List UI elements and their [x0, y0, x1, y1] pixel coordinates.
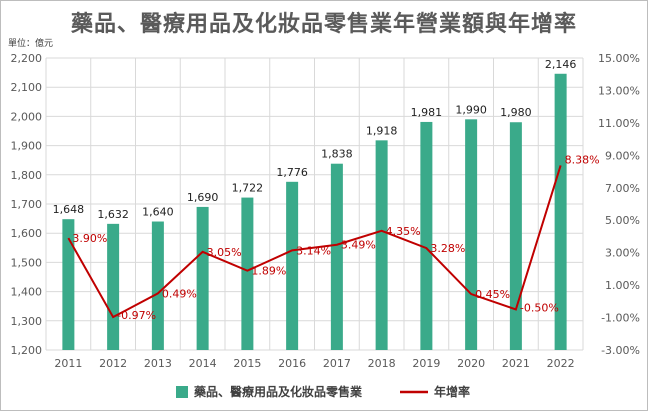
left-tick-label: 2,200 — [11, 52, 43, 65]
growth-line — [67, 165, 562, 319]
gridlines — [45, 57, 584, 351]
right-tick-label: 5.00% — [605, 214, 640, 227]
x-axis-ticks: 2011 2012 2013 2014 2015 2016 2017 2018 2019 2020… — [54, 357, 574, 370]
growth-data-label: 0.49% — [162, 287, 197, 300]
bar — [286, 181, 299, 350]
bar-data-label: 1,918 — [366, 124, 398, 137]
right-tick-label: 9.00% — [605, 149, 640, 162]
right-tick-label: 3.00% — [605, 247, 640, 260]
growth-data-label: 1.89% — [251, 265, 286, 278]
bar-data-label: 1,990 — [455, 103, 487, 116]
bar-data-label: 1,838 — [321, 148, 353, 161]
legend-bar-swatch — [176, 386, 188, 398]
x-tick-label: 2015 — [233, 357, 261, 370]
legend: 藥品、醫療用品及化妝品零售業 年增率 — [176, 384, 470, 399]
growth-labels: 3.90% -0.97% 0.49% 3.05% 1.89% 3.14% 3.49% 4.35… — [72, 153, 599, 322]
growth-data-label: 0.45% — [475, 288, 510, 301]
left-tick-label: 1,800 — [11, 169, 43, 182]
right-tick-label: -3.00% — [601, 344, 640, 357]
bar — [375, 140, 388, 350]
bar — [509, 122, 522, 351]
x-tick-label: 2020 — [457, 357, 485, 370]
right-axis-ticks: -3.00% -1.00% 1.00% 3.00% 5.00% 7.00% 9.00% 11.… — [598, 52, 640, 357]
x-tick-label: 2012 — [99, 357, 127, 370]
growth-data-label: 3.05% — [207, 246, 242, 259]
left-tick-label: 2,100 — [11, 81, 43, 94]
bar-data-label: 2,146 — [545, 58, 577, 71]
legend-line-label: 年增率 — [434, 384, 470, 399]
right-tick-label: 15.00% — [598, 52, 640, 65]
bar-data-label: 1,690 — [187, 191, 219, 204]
bar — [62, 219, 75, 350]
bar-data-label: 1,632 — [97, 208, 129, 221]
bar-series — [62, 73, 567, 351]
right-tick-label: 7.00% — [605, 182, 640, 195]
bar — [241, 197, 254, 350]
growth-data-label: 4.35% — [386, 225, 421, 238]
bar-data-label: 1,722 — [232, 182, 264, 195]
bar — [151, 221, 164, 350]
left-tick-label: 1,300 — [11, 315, 43, 328]
right-tick-label: -1.00% — [601, 312, 640, 325]
bar — [420, 121, 433, 350]
left-tick-label: 1,400 — [11, 286, 43, 299]
right-tick-label: 1.00% — [605, 279, 640, 292]
left-tick-label: 1,500 — [11, 256, 43, 269]
x-tick-label: 2013 — [144, 357, 172, 370]
x-tick-label: 2017 — [323, 357, 351, 370]
left-axis-ticks: 1,200 1,300 1,400 1,500 1,600 1,700 1,800 1,900… — [11, 52, 43, 357]
bar — [107, 223, 120, 350]
bar-data-label: 1,776 — [276, 166, 308, 179]
growth-data-label: 3.28% — [430, 242, 465, 255]
bar — [196, 206, 209, 350]
left-tick-label: 1,200 — [11, 344, 43, 357]
x-tick-label: 2014 — [189, 357, 217, 370]
x-tick-label: 2021 — [502, 357, 530, 370]
bar — [330, 163, 343, 350]
bar — [465, 119, 478, 350]
x-tick-label: 2016 — [278, 357, 306, 370]
left-tick-label: 1,600 — [11, 227, 43, 240]
right-tick-label: 13.00% — [598, 84, 640, 97]
x-tick-label: 2022 — [547, 357, 575, 370]
bar-labels: 1,648 1,632 1,640 1,690 1,722 1,776 1,838 1,918… — [53, 58, 577, 221]
x-tick-label: 2019 — [412, 357, 440, 370]
legend-bar-label: 藥品、醫療用品及化妝品零售業 — [193, 384, 363, 399]
right-tick-label: 11.00% — [598, 117, 640, 130]
growth-data-label: 3.90% — [72, 232, 107, 245]
x-tick-label: 2011 — [54, 357, 82, 370]
unit-label: 單位：億元 — [8, 39, 54, 49]
bar-data-label: 1,980 — [500, 106, 532, 119]
left-tick-label: 1,900 — [11, 140, 43, 153]
left-tick-label: 1,700 — [11, 198, 43, 211]
chart-title: 藥品、醫療用品及化妝品零售業年營業額與年增率 — [70, 12, 577, 37]
growth-data-label: 3.49% — [341, 239, 376, 252]
x-tick-label: 2018 — [368, 357, 396, 370]
growth-data-label: -0.97% — [117, 309, 156, 322]
growth-data-label: 8.38% — [565, 153, 600, 166]
bar — [554, 73, 567, 350]
bar-data-label: 1,648 — [53, 203, 85, 216]
left-tick-label: 2,000 — [11, 110, 43, 123]
bar-data-label: 1,981 — [411, 106, 443, 119]
bar-data-label: 1,640 — [142, 206, 174, 219]
growth-data-label: -0.50% — [520, 301, 559, 314]
growth-line-series — [67, 165, 562, 319]
growth-data-label: 3.14% — [296, 244, 331, 257]
